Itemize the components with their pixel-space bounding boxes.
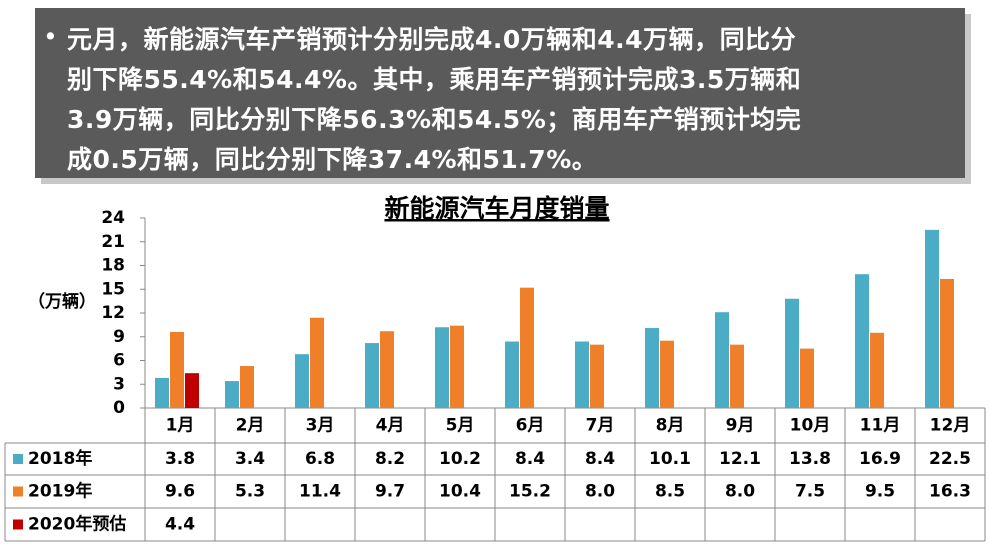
table-value: 9.7 [375, 482, 405, 502]
table-value: 11.4 [299, 482, 341, 502]
bar [855, 274, 869, 408]
table-value: 22.5 [929, 449, 971, 469]
y-tick-label: 6 [113, 351, 125, 371]
note-box: • 元月，新能源汽车产销预计分别完成4.0万辆和4.4万辆，同比分 别下降55.… [35, 8, 965, 178]
bar [185, 373, 199, 408]
table-value: 8.5 [655, 482, 685, 502]
note-line: 成0.5万辆，同比分别下降37.4%和51.7%。 [67, 145, 598, 174]
table-value: 5.3 [235, 482, 265, 502]
table-value: 7.5 [795, 482, 825, 502]
bar [590, 344, 604, 408]
x-tick-label: 4月 [376, 416, 405, 436]
bar [870, 332, 884, 408]
y-tick-label: 24 [101, 208, 125, 228]
y-tick-label: 12 [101, 303, 125, 323]
bar [450, 325, 464, 408]
bar [240, 366, 254, 408]
x-tick-label: 12月 [930, 416, 971, 436]
x-tick-label: 5月 [446, 416, 475, 436]
legend-swatch [13, 454, 23, 464]
y-tick-label: 21 [101, 232, 125, 252]
note-line: 元月，新能源汽车产销预计分别完成4.0万辆和4.4万辆，同比分 [67, 25, 797, 54]
table-value: 13.8 [789, 449, 831, 469]
x-tick-label: 7月 [586, 416, 615, 436]
table-value: 10.2 [439, 449, 481, 469]
table-value: 4.4 [165, 515, 195, 535]
table-value: 15.2 [509, 482, 551, 502]
bar [575, 341, 589, 408]
table-value: 8.0 [585, 482, 615, 502]
bar [310, 317, 324, 408]
legend-swatch [13, 486, 23, 497]
table-value: 6.8 [305, 449, 335, 469]
x-tick-label: 3月 [306, 416, 335, 436]
y-tick-label: 0 [113, 398, 125, 418]
bar [520, 287, 534, 408]
table-value: 12.1 [719, 449, 761, 469]
x-tick-label: 8月 [656, 416, 685, 436]
x-tick-label: 9月 [726, 416, 755, 436]
bar [800, 348, 814, 408]
bar [925, 229, 939, 408]
bar [380, 331, 394, 408]
legend-swatch [13, 519, 23, 530]
bar [730, 344, 744, 408]
table-value: 10.1 [649, 449, 691, 469]
bar [295, 354, 309, 408]
legend-label: 2020年预估 [28, 514, 126, 535]
bullet: • [43, 22, 58, 51]
bar [785, 298, 799, 408]
table-value: 8.2 [375, 449, 405, 469]
bar [645, 328, 659, 408]
x-tick-label: 11月 [860, 416, 901, 436]
bar [155, 377, 169, 408]
bar [505, 341, 519, 408]
y-tick-label: 3 [113, 374, 125, 394]
y-tick-label: 18 [101, 256, 125, 276]
x-tick-label: 10月 [790, 416, 831, 436]
bar [715, 312, 729, 408]
x-tick-label: 1月 [166, 416, 195, 436]
legend-label: 2019年 [28, 481, 92, 502]
chart-title: 新能源汽车月度销量 [384, 194, 609, 223]
x-tick-label: 2月 [236, 416, 265, 436]
table-value: 9.6 [165, 482, 195, 502]
table-value: 8.4 [585, 449, 615, 469]
bar [940, 278, 954, 408]
bar [435, 327, 449, 408]
table-value: 9.5 [865, 482, 895, 502]
legend-label: 2018年 [28, 448, 92, 469]
y-axis-label: （万辆） [28, 291, 96, 312]
table-value: 16.9 [859, 449, 901, 469]
y-tick-label: 9 [113, 327, 125, 347]
table-value: 16.3 [929, 482, 971, 502]
bar [365, 343, 379, 408]
y-tick-label: 15 [101, 279, 125, 299]
note-line: 别下降55.4%和54.4%。其中，乘用车产销预计完成3.5万辆和 [67, 65, 802, 94]
table-value: 8.0 [725, 482, 755, 502]
table-value: 3.4 [235, 449, 265, 469]
table-value: 3.8 [165, 449, 195, 469]
x-tick-label: 6月 [516, 416, 545, 436]
bar [225, 381, 239, 408]
bar [660, 340, 674, 408]
bar [170, 332, 184, 408]
note-line: 3.9万辆，同比分别下降56.3%和54.5%；商用车产销预计均完 [67, 105, 802, 134]
table-value: 8.4 [515, 449, 545, 469]
table-value: 10.4 [439, 482, 481, 502]
